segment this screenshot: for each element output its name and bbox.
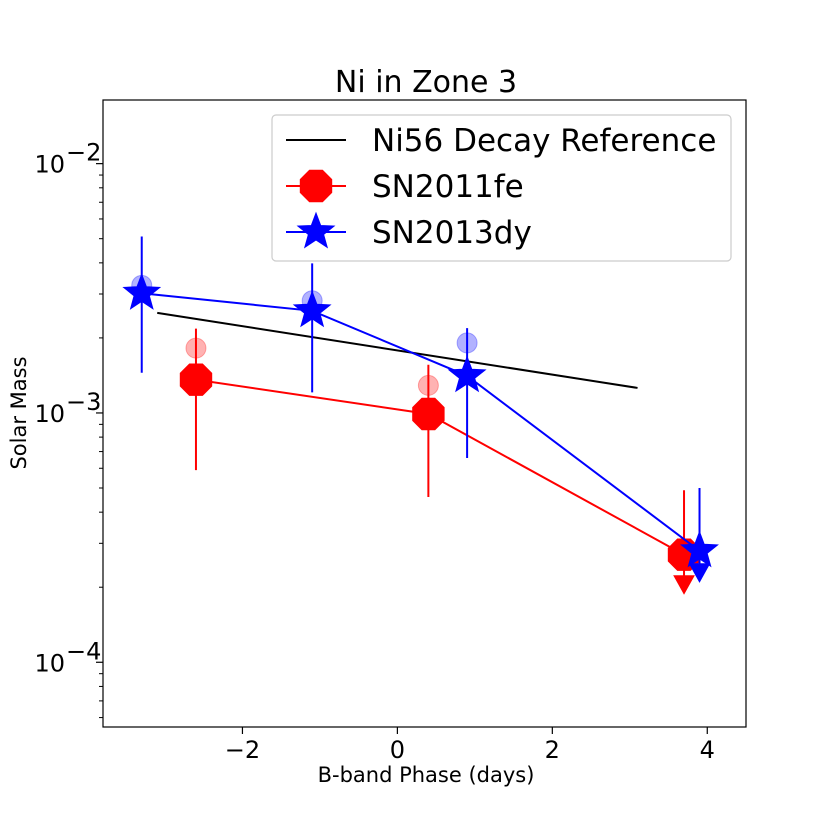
sn2013dy-marker xyxy=(680,530,719,568)
y-tick-label: 10 xyxy=(34,649,65,677)
legend-label-sn2011fe: SN2011fe xyxy=(372,169,524,205)
axes: −2 0 2 410−410−310−2 xyxy=(34,139,714,764)
y-tick-exponent: −4 xyxy=(66,637,101,665)
sn2013dy-upper-limit-arrow xyxy=(688,563,711,583)
sn2011fe-marker xyxy=(412,397,445,431)
x-tick-label: 0 xyxy=(390,736,405,764)
legend-box xyxy=(271,114,732,262)
sn2013dy-marker xyxy=(447,355,487,393)
sn2013dy-marker xyxy=(122,272,162,310)
y-tick-exponent: −2 xyxy=(66,139,101,167)
reference-line xyxy=(157,311,638,389)
legend-label-sn2013dy: SN2013dy xyxy=(372,215,532,251)
y-tick-label: 10 xyxy=(34,151,65,179)
y-tick-label: 10 xyxy=(34,400,65,428)
y-axis-label: Solar Mass xyxy=(7,356,31,469)
sn2011fe-marker xyxy=(179,363,213,396)
x-tick-label: 2 xyxy=(545,736,560,764)
sn2011fe-upper-limit-arrow xyxy=(673,575,695,595)
legend: Ni56 Decay Reference SN2011fe SN2013dy xyxy=(271,114,732,262)
legend-marker-sn2011fe xyxy=(299,169,333,203)
sn2013dy-line xyxy=(141,292,701,552)
legend-label-reference: Ni56 Decay Reference xyxy=(372,123,716,159)
plot-area xyxy=(122,236,719,595)
legend-marker-sn2013dy xyxy=(296,211,336,249)
x-axis-label: B-band Phase (days) xyxy=(318,763,535,787)
sn2013dy-marker xyxy=(292,290,332,328)
chart-title: Ni in Zone 3 xyxy=(335,65,517,100)
x-tick-label: 4 xyxy=(700,736,715,764)
y-tick-exponent: −3 xyxy=(66,388,101,416)
x-tick-label: −2 xyxy=(225,736,260,764)
